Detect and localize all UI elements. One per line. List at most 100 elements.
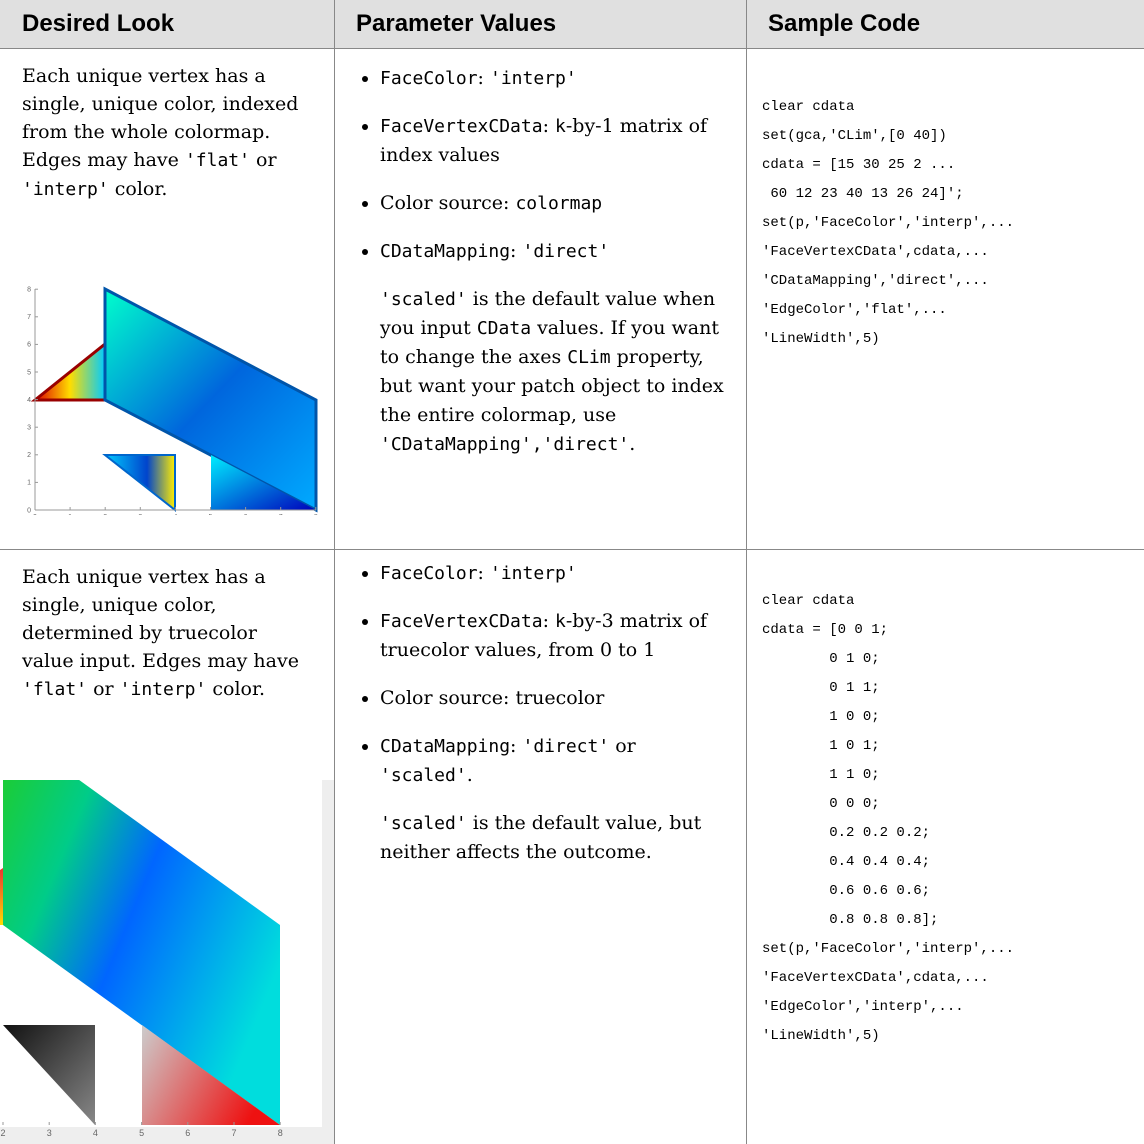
y-tick-label: 0: [27, 507, 31, 514]
text: is the default value when you input: [380, 288, 716, 339]
code-line: 0.4 0.4 0.4;: [762, 854, 931, 870]
code-text: colormap: [515, 193, 603, 214]
code-text: FaceColor: [380, 563, 478, 584]
x-tick-label: 5: [139, 1128, 144, 1138]
text: is the default value, but neither affect…: [380, 812, 702, 863]
code-text: FaceVertexCData: [380, 611, 543, 632]
code-text: k: [555, 116, 566, 137]
x-tick-label: 4: [93, 1128, 98, 1138]
code-line: set(p,'FaceColor','interp',...: [762, 215, 1015, 231]
row-border: [0, 48, 1144, 49]
text: :: [510, 735, 523, 757]
code-text: 'interp': [22, 179, 109, 200]
code-text: k: [555, 611, 566, 632]
text: or: [87, 678, 120, 700]
code-text: 'direct': [522, 241, 610, 262]
code-line: 0 0 0;: [762, 796, 880, 812]
x-tick-label: 6: [244, 514, 248, 515]
bullet-item: Color source: truecolor: [380, 684, 732, 713]
y-tick-label: 4: [27, 397, 31, 404]
x-tick-label: 1: [68, 514, 72, 515]
code-line: 'FaceVertexCData',cdata,...: [762, 244, 989, 260]
text: .: [466, 764, 473, 786]
text: Each unique vertex has a single, unique …: [22, 65, 299, 171]
plot-image: 2 3 4 5 6 7 8: [0, 780, 322, 1138]
text: :: [477, 562, 490, 584]
parameter-cell: FaceColor: 'interp' FaceVertexCData: k-by…: [334, 549, 746, 1144]
code-text: 'scaled': [380, 765, 467, 786]
code-text: 'interp': [119, 679, 207, 700]
bullet-item: Color source: colormap: [380, 189, 732, 218]
bullet-item: FaceColor: 'interp': [380, 64, 732, 93]
bullet-item: CDataMapping: 'direct' or 'scaled'.: [380, 732, 732, 790]
row-border: [0, 549, 1144, 550]
code-line: 0.2 0.2 0.2;: [762, 825, 931, 841]
bullet-item: CDataMapping: 'direct': [380, 237, 732, 266]
code-text: 'interp': [490, 68, 577, 89]
code-text: CData: [476, 318, 532, 339]
code-line: 'FaceVertexCData',cdata,...: [762, 970, 989, 986]
text: :: [542, 610, 556, 632]
x-tick-label: 4: [173, 514, 177, 515]
x-tick-label: 7: [279, 514, 283, 515]
column-border: [746, 0, 747, 1144]
code-text: 'flat': [22, 679, 88, 700]
code-line: 'CDataMapping','direct',...: [762, 273, 989, 289]
text: property, but want your patch object to …: [380, 346, 724, 426]
x-tick-label: 3: [47, 1128, 52, 1138]
code-text: CDataMapping: [380, 241, 511, 262]
y-tick-label: 5: [27, 369, 31, 376]
column-border: [334, 0, 335, 1144]
text: :: [477, 67, 490, 89]
x-tick-label: 0: [33, 514, 37, 515]
header-cell: Desired Look: [0, 0, 334, 48]
code-line: 'LineWidth',5): [762, 331, 880, 347]
bullet-item: FaceVertexCData: k-by-3 matrix of trueco…: [380, 607, 732, 665]
code-line: set(gca,'CLim',[0 40]): [762, 128, 947, 144]
plot-image: 0 1 2 3 4 5 6 7 8 0 1 2 3 4 5 6 7 8: [22, 285, 322, 515]
code-line: 60 12 23 40 13 26 24]';: [762, 186, 964, 202]
code-text: FaceColor: [380, 68, 478, 89]
bullet-item: FaceColor: 'interp': [380, 559, 732, 588]
description-cell: Each unique vertex has a single, unique …: [0, 48, 334, 549]
code-line: 0.8 0.8 0.8];: [762, 912, 939, 928]
code-line: 'EdgeColor','interp',...: [762, 999, 964, 1015]
note: 'scaled' is the default value, but neith…: [380, 809, 732, 867]
x-tick-label: 8: [314, 514, 318, 515]
code-line: 0.6 0.6 0.6;: [762, 883, 931, 899]
text: or: [609, 735, 636, 757]
x-tick-label: 5: [209, 514, 213, 515]
code-line: 'EdgeColor','flat',...: [762, 302, 947, 318]
code-text: FaceVertexCData: [380, 116, 543, 137]
x-tick-label: 2: [103, 514, 107, 515]
code-line: 1 1 0;: [762, 767, 880, 783]
bullet-list: FaceColor: 'interp' FaceVertexCData: k-by…: [334, 64, 732, 266]
text: Color source: truecolor: [380, 687, 605, 709]
code-line: 0 1 0;: [762, 651, 880, 667]
code-line: 0 1 1;: [762, 680, 880, 696]
code-text: 'interp': [490, 563, 577, 584]
code-line: set(p,'FaceColor','interp',...: [762, 941, 1015, 957]
code-text: 'scaled': [380, 289, 467, 310]
code-line: clear cdata: [762, 593, 855, 609]
code-line: cdata = [0 0 1;: [762, 622, 889, 638]
code-text: 'direct': [522, 736, 610, 757]
code-line: cdata = [15 30 25 2 ...: [762, 157, 956, 173]
y-tick-label: 3: [27, 425, 31, 432]
text: -by-1 matrix of index values: [380, 115, 708, 166]
text: color.: [206, 678, 266, 700]
y-tick-label: 7: [27, 314, 31, 321]
text: .: [629, 433, 636, 455]
code-cell: clear cdata cdata = [0 0 1; 0 1 0; 0 1 1;…: [746, 549, 1144, 1144]
x-tick-label: 7: [231, 1128, 236, 1138]
text: or: [249, 149, 277, 171]
y-tick-label: 1: [27, 480, 31, 487]
text: :: [510, 240, 523, 262]
header-cell: Sample Code: [746, 0, 1144, 48]
code-text: 'scaled': [380, 813, 467, 834]
note: 'scaled' is the default value when you i…: [380, 285, 732, 459]
parameter-cell: FaceColor: 'interp' FaceVertexCData: k-by…: [334, 48, 746, 549]
text: :: [542, 115, 556, 137]
code-line: 1 0 1;: [762, 738, 880, 754]
